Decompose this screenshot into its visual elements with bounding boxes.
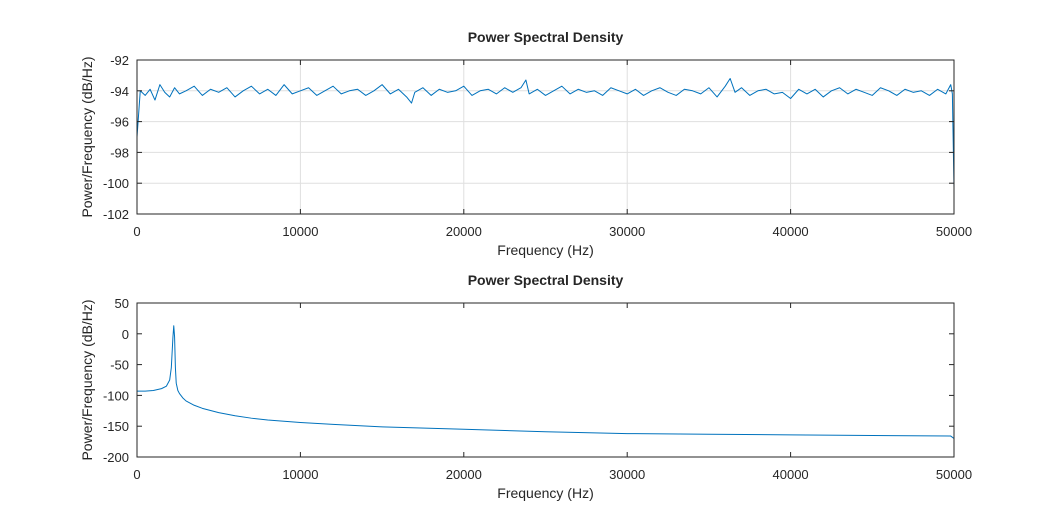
subplot-top-x-axis-label: Frequency (Hz) bbox=[497, 242, 593, 258]
subplot-top-grid bbox=[137, 60, 954, 214]
subplot-top-x-tick-label: 20000 bbox=[446, 224, 482, 239]
subplot-top-y-tick-label: -100 bbox=[103, 176, 129, 191]
subplot-top-y-tick-label: -102 bbox=[103, 207, 129, 222]
subplot-bottom-plot-area bbox=[137, 325, 955, 439]
subplot-bottom-y-tick-label: -100 bbox=[103, 388, 129, 403]
subplot-bottom-title: Power Spectral Density bbox=[468, 272, 624, 288]
subplot-top-x-tick-label: 0 bbox=[133, 224, 140, 239]
subplot-top-x-tick-label: 50000 bbox=[936, 224, 972, 239]
subplot-bottom-y-tick-label: -200 bbox=[103, 450, 129, 465]
subplot-bottom-y-axis-label: Power/Frequency (dB/Hz) bbox=[79, 299, 95, 460]
subplot-top-title: Power Spectral Density bbox=[468, 29, 624, 45]
subplot-bottom-y-tick-label: -150 bbox=[103, 419, 129, 434]
subplot-top-y-tick-label: -96 bbox=[110, 115, 129, 130]
subplot-bottom-ticks: 0 10000 20000 30000 40000 50000 -200 -150 -100 -5… bbox=[103, 296, 972, 482]
subplot-bottom-x-tick-label: 50000 bbox=[936, 467, 972, 482]
subplot-bottom-y-tick-label: 50 bbox=[115, 296, 129, 311]
subplot-top-plot-area bbox=[136, 77, 955, 188]
subplot-top-x-tick-label: 10000 bbox=[282, 224, 318, 239]
subplot-top: 0 10000 20000 30000 40000 50000 -102 -100 -98 -96… bbox=[79, 29, 972, 258]
subplot-top-series-line bbox=[136, 77, 955, 188]
subplot-bottom-series-line bbox=[137, 325, 955, 439]
subplot-top-y-axis-label: Power/Frequency (dB/Hz) bbox=[79, 56, 95, 217]
subplot-top-ticks: 0 10000 20000 30000 40000 50000 -102 -100 -98 -96… bbox=[103, 53, 972, 239]
subplot-bottom-x-tick-label: 0 bbox=[133, 467, 140, 482]
subplot-top-y-tick-label: -92 bbox=[110, 53, 129, 68]
subplot-bottom-y-tick-label: -50 bbox=[110, 358, 129, 373]
subplot-bottom-x-tick-label: 10000 bbox=[282, 467, 318, 482]
subplot-top-axes-box bbox=[136, 59, 955, 215]
subplot-bottom-x-tick-label: 40000 bbox=[773, 467, 809, 482]
subplot-bottom-axes-box bbox=[136, 302, 955, 458]
subplot-top-y-tick-label: -98 bbox=[110, 145, 129, 160]
subplot-bottom-x-tick-label: 30000 bbox=[609, 467, 645, 482]
subplot-bottom-y-tick-label: 0 bbox=[122, 327, 129, 342]
subplot-top-x-tick-label: 30000 bbox=[609, 224, 645, 239]
subplot-bottom: 0 10000 20000 30000 40000 50000 -200 -150 -100 -5… bbox=[79, 272, 972, 501]
subplot-top-y-tick-label: -94 bbox=[110, 84, 129, 99]
subplot-bottom-x-tick-label: 20000 bbox=[446, 467, 482, 482]
subplot-top-x-tick-label: 40000 bbox=[773, 224, 809, 239]
subplot-bottom-x-axis-label: Frequency (Hz) bbox=[497, 485, 593, 501]
